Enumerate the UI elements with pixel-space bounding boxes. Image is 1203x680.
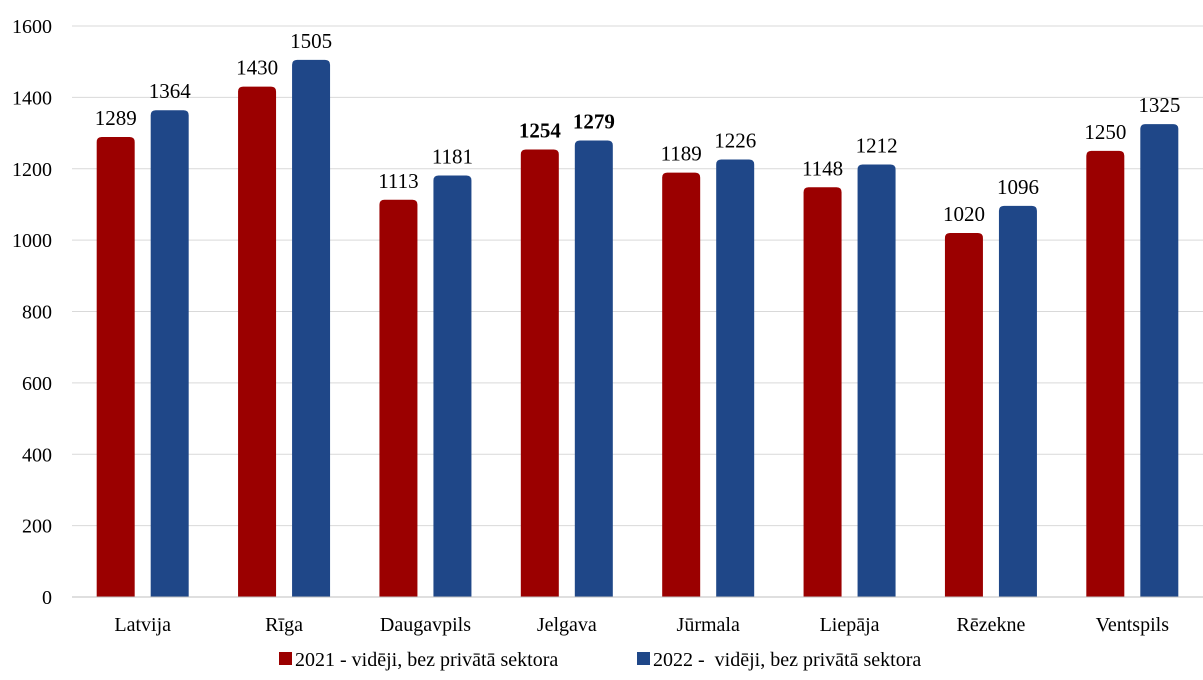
legend-swatch-2022: [637, 652, 650, 665]
data-label-daugavpils-series-2: 1181: [432, 145, 473, 169]
data-label-ventspils-series-2: 1325: [1138, 93, 1180, 117]
y-tick-label: 0: [42, 587, 52, 609]
bar-ventspils-series-1: [1086, 150, 1125, 597]
y-tick-label: 600: [22, 373, 52, 395]
bars: [96, 59, 1179, 598]
data-label-jurmala-series-1: 1189: [661, 142, 702, 166]
data-label-rezekne-series-2: 1096: [997, 175, 1039, 199]
bar-daugavpils-series-1: [379, 199, 418, 597]
bar-rezekne-series-2: [998, 205, 1037, 598]
data-label-jurmala-series-2: 1226: [714, 128, 756, 152]
legend-swatch-2021: [279, 652, 292, 665]
x-axis-category-labels: Latvija Rīga Daugavpils Jelgava Jūrmala Liepā…: [114, 614, 1169, 636]
y-tick-label: 800: [22, 302, 52, 324]
y-tick-label: 1200: [12, 159, 52, 181]
x-category-label: Rīga: [265, 614, 303, 636]
data-label-daugavpils-series-1: 1113: [378, 169, 418, 193]
y-tick-label: 1600: [12, 16, 52, 38]
x-category-label: Ventspils: [1096, 614, 1170, 636]
data-label-jelgava-series-1: 1254: [519, 118, 562, 142]
y-tick-label: 200: [22, 516, 52, 538]
x-category-label: Liepāja: [820, 614, 880, 636]
data-label-jelgava-series-2: 1279: [573, 110, 615, 134]
x-category-label: Jelgava: [537, 614, 597, 636]
data-label-riga-series-2: 1505: [290, 29, 332, 53]
data-label-riga-series-1: 1430: [236, 56, 278, 80]
bar-liepaja-series-2: [857, 164, 896, 597]
x-category-label: Jūrmala: [677, 614, 740, 636]
data-label-latvija-series-1: 1289: [95, 106, 137, 130]
y-axis-tick-labels: 0 200 400 600 800 1000 1200 1400 1600: [12, 16, 52, 609]
bar-riga-series-2: [292, 59, 331, 597]
y-tick-label: 400: [22, 444, 52, 466]
bar-latvija-series-2: [150, 110, 189, 597]
bar-riga-series-1: [238, 86, 277, 597]
legend-label-2021: 2021 - vidēji, bez privātā sektora: [295, 649, 558, 671]
legend: 2021 - vidēji, bez privātā sektora 2022 …: [279, 649, 921, 671]
bar-latvija-series-1: [96, 136, 135, 597]
y-tick-label: 1400: [12, 87, 52, 109]
y-tick-label: 1000: [12, 230, 52, 252]
bar-ventspils-series-2: [1140, 124, 1179, 597]
bar-jelgava-series-2: [574, 140, 613, 597]
legend-label-2022: 2022 - vidēji, bez privātā sektora: [653, 649, 921, 671]
bar-jelgava-series-1: [520, 149, 559, 597]
bar-rezekne-series-1: [944, 232, 983, 598]
x-category-label: Daugavpils: [380, 614, 471, 636]
data-label-latvija-series-2: 1364: [149, 79, 192, 103]
data-label-rezekne-series-1: 1020: [943, 202, 985, 226]
data-label-liepaja-series-1: 1148: [802, 156, 843, 180]
data-label-ventspils-series-1: 1250: [1084, 120, 1126, 144]
x-category-label: Latvija: [114, 614, 171, 636]
bar-jurmala-series-1: [662, 172, 701, 597]
bar-liepaja-series-1: [803, 187, 842, 597]
bar-jurmala-series-2: [716, 159, 755, 597]
data-labels: 1289 1364 1430 1505 1113 1181 1254 1279 1189 1226…: [95, 29, 1181, 226]
x-category-label: Rēzekne: [957, 614, 1026, 636]
data-label-liepaja-series-2: 1212: [856, 133, 898, 157]
bar-daugavpils-series-2: [433, 175, 472, 597]
